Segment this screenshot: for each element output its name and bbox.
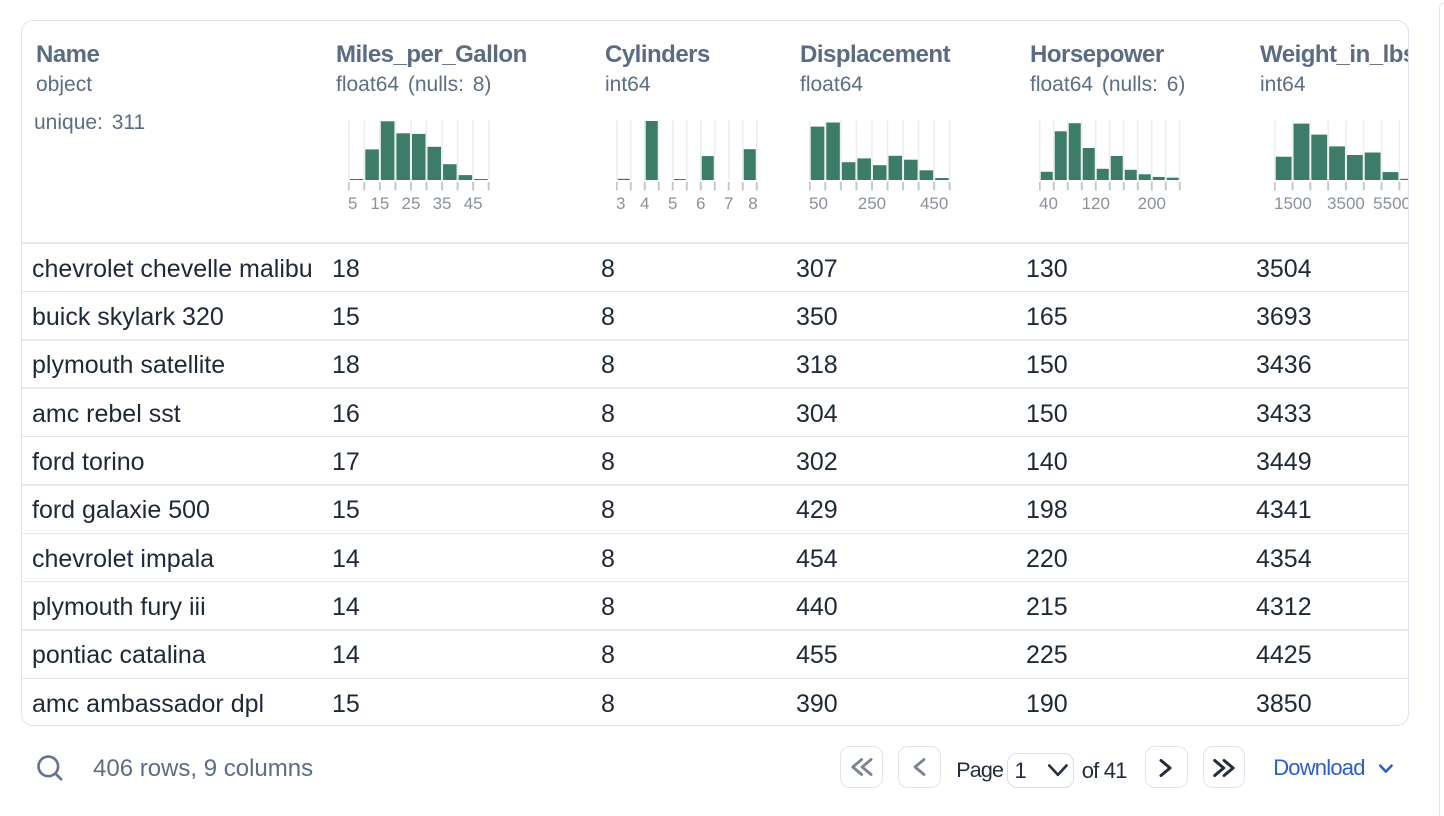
svg-text:3: 3 — [616, 194, 625, 213]
svg-text:450: 450 — [919, 194, 947, 213]
svg-text:45: 45 — [463, 194, 482, 213]
svg-text:250: 250 — [857, 194, 885, 213]
svg-text:3500: 3500 — [1327, 194, 1365, 213]
svg-text:1500: 1500 — [1274, 194, 1312, 213]
svg-text:5500: 5500 — [1373, 194, 1409, 213]
svg-text:40: 40 — [1039, 194, 1058, 213]
svg-text:8: 8 — [748, 194, 757, 213]
svg-text:5: 5 — [668, 194, 677, 213]
svg-text:200: 200 — [1137, 194, 1165, 213]
svg-text:7: 7 — [724, 194, 733, 213]
svg-text:4: 4 — [640, 194, 649, 213]
svg-text:120: 120 — [1081, 194, 1109, 213]
svg-text:25: 25 — [401, 194, 420, 213]
svg-text:35: 35 — [432, 194, 451, 213]
svg-text:5: 5 — [348, 194, 357, 213]
svg-text:50: 50 — [809, 194, 828, 213]
svg-text:6: 6 — [696, 194, 705, 213]
svg-text:15: 15 — [370, 194, 389, 213]
